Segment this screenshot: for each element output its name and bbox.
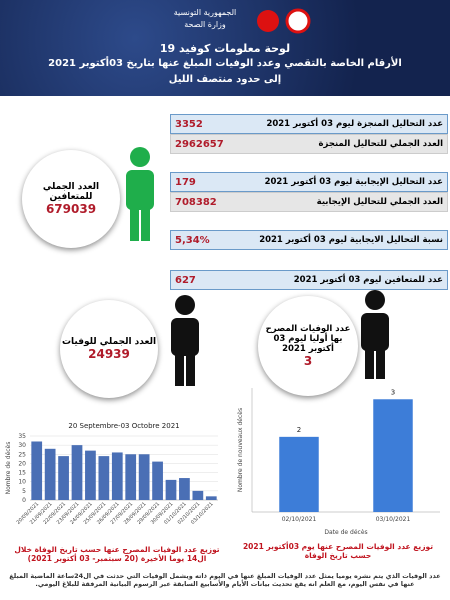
y-tick-label: 20: [18, 460, 26, 467]
title: لوحة معلومات كوفيد 19: [159, 42, 291, 55]
person-black: [361, 290, 389, 379]
subtitle: الأرقام الخاصة بالتقصي وعدد الوفيات المب…: [48, 58, 402, 69]
circle-label: العدد الجملي للمتعافين: [42, 182, 100, 202]
stat-row: العدد الجملي للتحاليل المنجزة 2962657: [170, 134, 448, 154]
bar: [192, 490, 204, 500]
stat-label: عدد التحاليل الإيجابية ليوم 03 أكتوبر 20…: [264, 177, 443, 187]
bar: [44, 448, 56, 500]
circle-value: 3: [303, 354, 313, 368]
emblem: [257, 10, 279, 32]
y-axis-label: Nombre de nouveaux décès: [237, 408, 244, 492]
bar: [98, 456, 110, 500]
stat-row: عدد التحاليل المنجزة ليوم 03 أكتوبر 2021…: [170, 114, 448, 134]
bar: [85, 450, 96, 500]
stat-label: العدد الجملي للتحاليل المنجزة: [318, 139, 443, 149]
stat-value: 2962657: [175, 138, 224, 150]
circle-label: عدد الوفيات المصرح بها أوليا ليوم 03 أكت…: [265, 324, 351, 354]
logo: [285, 8, 311, 34]
daily-deaths: عدد الوفيات المصرح بها أوليا ليوم 03 أكت…: [258, 296, 358, 396]
caption: توزيع عدد الوفيات المصرح عنها حسب تاريخ …: [14, 545, 220, 563]
data-label: 2: [297, 426, 301, 434]
stat-label: عدد للمتعافين ليوم 03 أكتوبر 2021: [293, 275, 443, 285]
stat-value: 179: [175, 176, 196, 188]
circle-value: 679039: [45, 202, 97, 216]
header: الجمهورية التونسية وزارة الصحة لوحة معلو…: [0, 0, 450, 96]
bar: [152, 461, 163, 500]
bar: [31, 441, 43, 500]
stat-label: العدد الجملي للتحاليل الإيجابية: [316, 197, 443, 207]
person-green: [126, 147, 154, 241]
bar: [138, 454, 150, 500]
data-label: 3: [391, 388, 395, 396]
stat-value: 708382: [175, 196, 217, 208]
y-axis-label: Nombre de décès: [5, 442, 12, 495]
stat-label: عدد التحاليل المنجزة ليوم 03 أكتوبر 2021: [266, 119, 443, 129]
bar: [373, 399, 413, 512]
x-axis-label: Date de décès: [324, 529, 367, 536]
circle-value: 24939: [88, 347, 130, 361]
bar: [165, 479, 177, 500]
stat-row: العدد الجملي للتحاليل الإيجابية 708382: [170, 192, 448, 212]
bar: [279, 436, 319, 512]
y-tick-label: 10: [18, 479, 26, 486]
stat-row: نسبة التحاليل الايجابية ليوم 03 أكتوبر 2…: [170, 230, 448, 250]
note: إلى حدود منتصف الليل: [168, 74, 282, 85]
total-deaths: العدد الجملي للوفيات 24939: [60, 300, 158, 398]
logos: [257, 8, 311, 34]
stat-label: نسبة التحاليل الايجابية ليوم 03 أكتوبر 2…: [259, 235, 443, 245]
y-tick-label: 35: [18, 433, 26, 440]
x-tick-label: 03/10/2021: [376, 516, 411, 523]
y-tick-label: 0: [22, 497, 26, 504]
bar: [205, 496, 217, 500]
stat-row: عدد التحاليل الإيجابية ليوم 03 أكتوبر 20…: [170, 172, 448, 192]
bar: [125, 454, 137, 500]
footer: عدد الوفيات الذي يتم نشره يوميا يمثل عدد…: [9, 572, 441, 588]
y-tick-label: 15: [18, 470, 26, 477]
chart-title: 20 Septembre-03 Octobre 2021: [68, 422, 179, 430]
x-tick-label: 02/10/2021: [282, 516, 317, 523]
bar: [111, 452, 123, 500]
caption: توزيع عدد الوفيات المصرح عنها يوم 03أكتو…: [242, 542, 434, 560]
y-tick-label: 5: [22, 488, 26, 495]
stat-value: 627: [175, 274, 196, 286]
stat-row: عدد للمتعافين ليوم 03 أكتوبر 2021 627: [170, 270, 448, 290]
bar: [58, 456, 69, 500]
stat-value: 5,34%: [175, 234, 210, 246]
country: الجمهورية التونسية: [173, 8, 237, 17]
y-tick-label: 25: [18, 451, 26, 458]
person-black: [171, 295, 199, 386]
stat-value: 3352: [175, 118, 203, 130]
bar: [71, 445, 83, 500]
y-tick-label: 30: [18, 442, 26, 449]
circle-label: العدد الجملي للوفيات: [61, 337, 157, 347]
total-recovered: العدد الجملي للمتعافين 679039: [22, 150, 120, 248]
ministry: وزارة الصحة: [184, 20, 226, 29]
bar: [179, 478, 190, 500]
